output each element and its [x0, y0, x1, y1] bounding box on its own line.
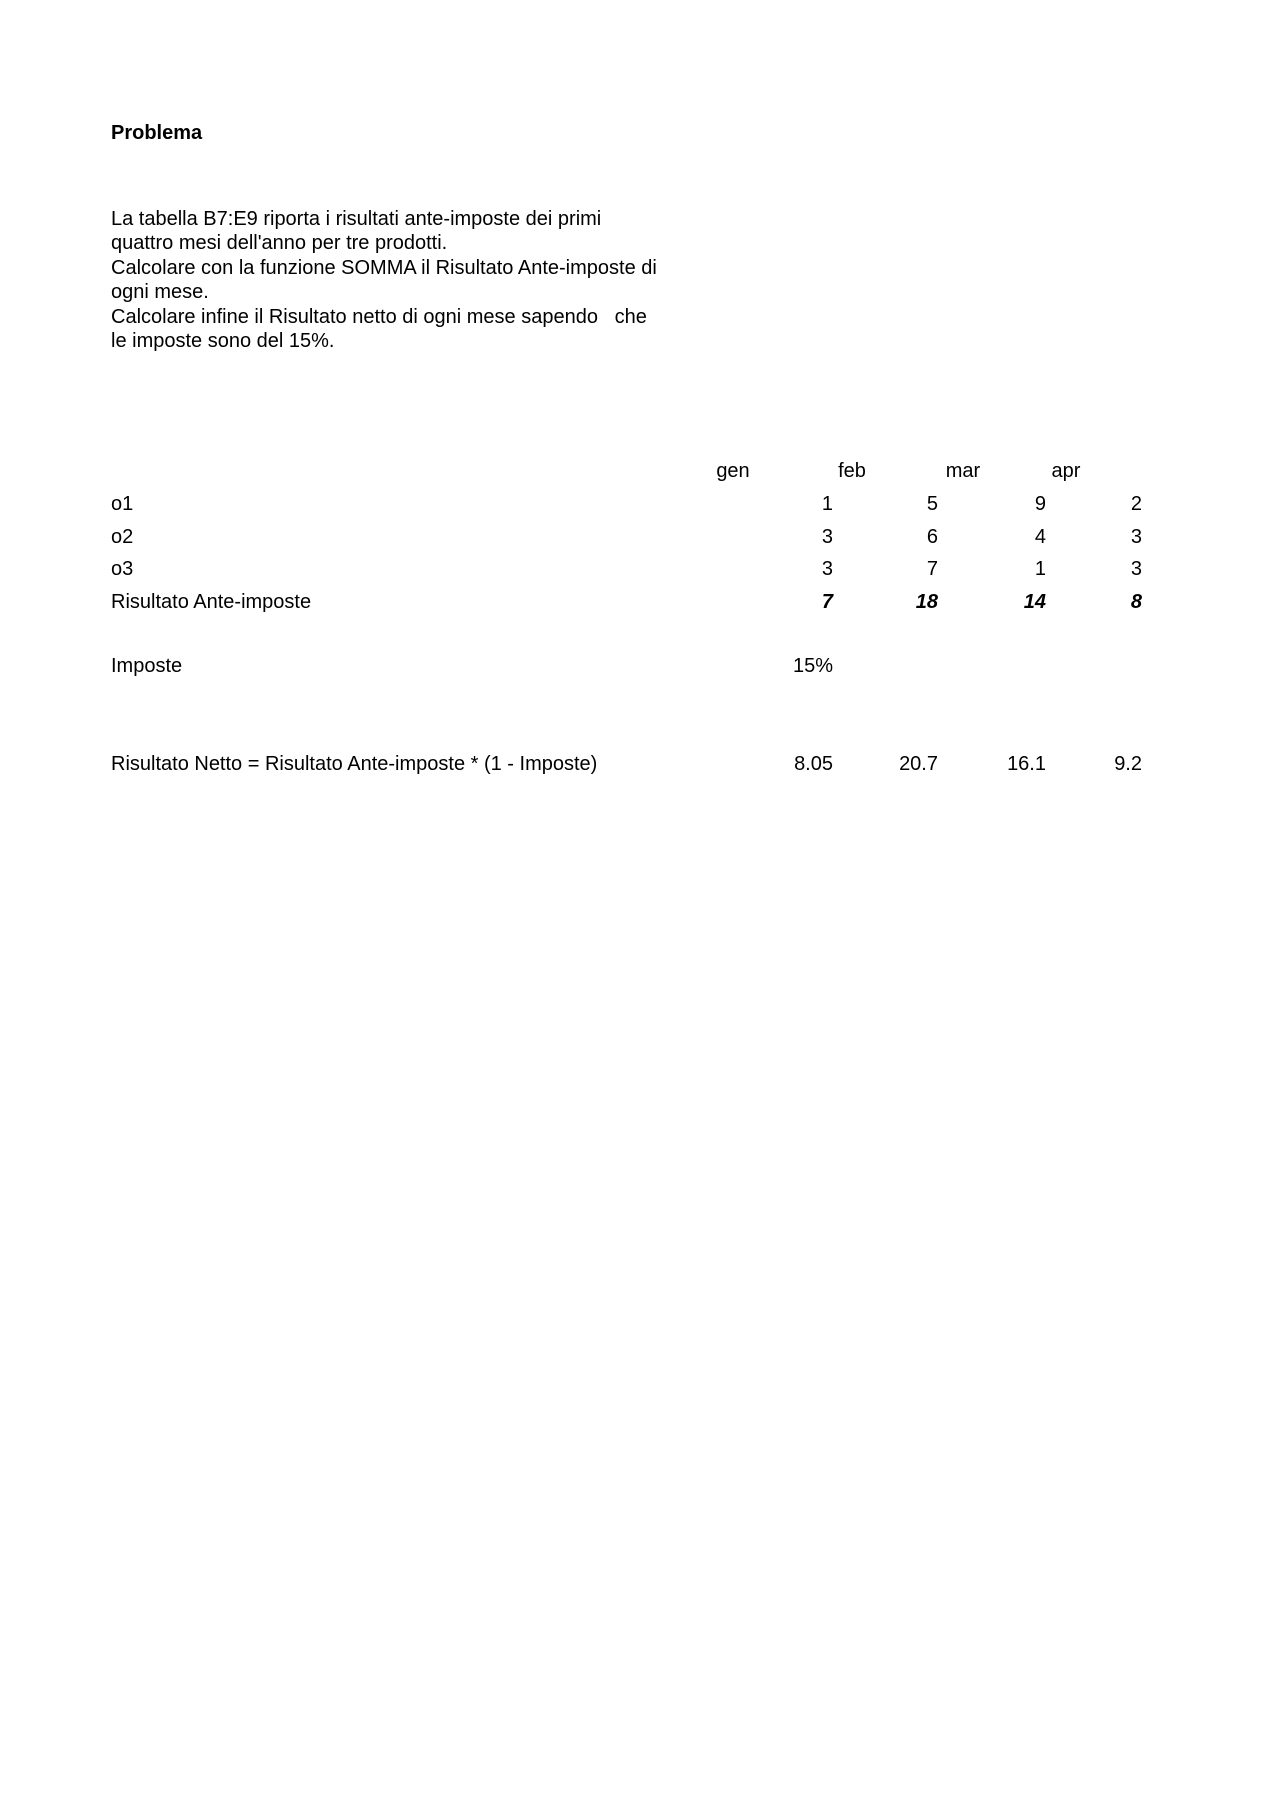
description-line: quattro mesi dell'anno per tre prodotti. [111, 232, 448, 255]
cell: 4 [1034, 526, 1046, 548]
total-cell: 18 [915, 591, 938, 613]
cell: 3 [1130, 558, 1142, 580]
cell: 9 [1034, 493, 1046, 515]
description-line: Calcolare con la funzione SOMMA il Risul… [111, 256, 657, 279]
header-mar: mar [945, 460, 981, 482]
description-line: La tabella B7:E9 riporta i risultati ant… [111, 208, 602, 230]
net-cell: 9.2 [1114, 753, 1142, 775]
cell: 2 [1130, 493, 1142, 515]
cell: 1 [1034, 558, 1046, 580]
net-cell: 8.05 [794, 753, 833, 775]
cell: 3 [1130, 526, 1142, 548]
row-label: o1 [111, 493, 134, 515]
header-gen: gen [716, 460, 750, 482]
net-label: Risultato Netto = Risultato Ante-imposte… [111, 753, 598, 775]
cell: 6 [926, 526, 938, 548]
problem-description: La tabella B7:E9 riporta i risultati ant… [111, 207, 731, 353]
cell: 7 [926, 558, 938, 580]
header-feb: feb [838, 460, 866, 482]
net-cell: 16.1 [1007, 753, 1046, 775]
cell: 3 [821, 558, 833, 580]
cell: 5 [926, 493, 938, 515]
header-apr: apr [1051, 460, 1081, 482]
description-line: le imposte sono del 15%. [111, 330, 335, 353]
description-line: Calcolare infine il Risultato netto di o… [111, 305, 647, 328]
description-line: ogni mese. [111, 281, 209, 304]
net-cell: 20.7 [899, 753, 938, 775]
row-label: o2 [111, 526, 134, 548]
page-title: Problema [111, 122, 203, 144]
tax-label: Imposte [111, 655, 183, 677]
total-cell: 14 [1023, 591, 1046, 613]
total-cell: 8 [1130, 591, 1142, 613]
row-label: o3 [111, 558, 134, 580]
tax-value: 15% [792, 655, 833, 677]
total-label: Risultato Ante-imposte [111, 591, 312, 613]
cell: 1 [821, 493, 833, 515]
total-cell: 7 [821, 591, 833, 613]
cell: 3 [821, 526, 833, 548]
